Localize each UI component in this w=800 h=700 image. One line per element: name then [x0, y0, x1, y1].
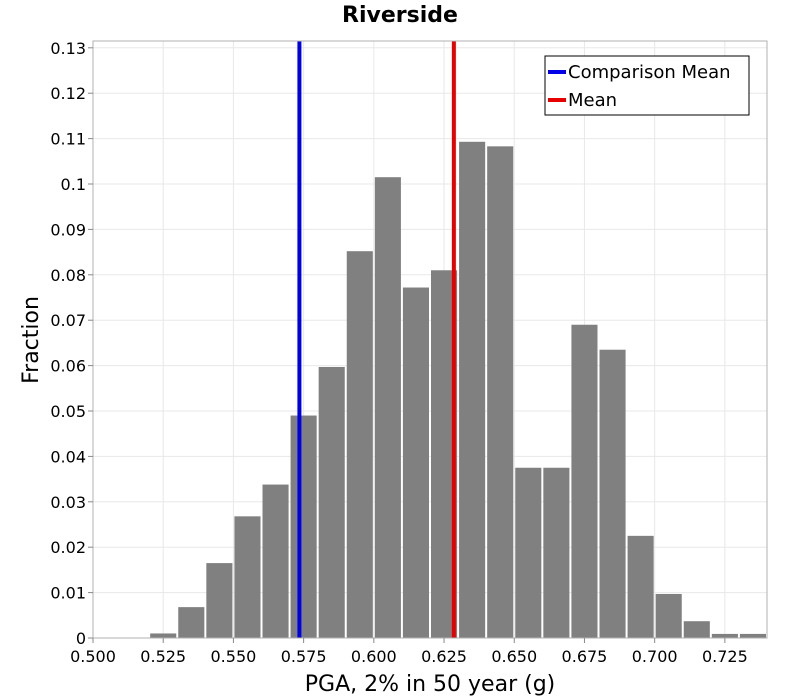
y-tick-label: 0.06 — [50, 357, 86, 376]
histogram-bar — [683, 621, 710, 638]
chart-title: Riverside — [342, 3, 458, 28]
histogram-bar — [234, 516, 261, 638]
histogram-bar — [711, 633, 738, 638]
legend-label: Comparison Mean — [568, 62, 731, 83]
y-tick-label: 0.04 — [50, 447, 86, 466]
y-tick-label: 0.07 — [50, 311, 86, 330]
histogram-bar — [178, 607, 205, 638]
x-tick-label: 0.700 — [632, 647, 678, 666]
x-tick-label: 0.600 — [351, 647, 397, 666]
histogram-bar — [487, 146, 514, 638]
plot-frame — [92, 40, 768, 639]
histogram-bar — [150, 633, 177, 638]
legend-label: Mean — [568, 90, 617, 111]
histogram-bar — [627, 535, 654, 638]
y-tick-label: 0.01 — [50, 584, 86, 603]
x-axis-title: PGA, 2% in 50 year (g) — [305, 672, 556, 697]
histogram-bar — [206, 563, 233, 638]
y-tick-label: 0 — [76, 629, 86, 648]
y-tick-label: 0.03 — [50, 493, 86, 512]
histogram-bar — [655, 593, 682, 638]
x-tick-label: 0.625 — [421, 647, 467, 666]
histogram-bar — [290, 415, 317, 638]
legend: Comparison Mean Mean — [544, 55, 750, 116]
y-tick-label: 0.12 — [50, 84, 86, 103]
y-axis-title: Fraction — [19, 296, 44, 384]
histogram-bar — [318, 366, 345, 638]
histogram-bar — [515, 467, 542, 638]
histogram-bar — [571, 324, 598, 638]
x-tick-label: 0.550 — [211, 647, 257, 666]
y-tick-label: 0.02 — [50, 538, 86, 557]
x-tick-label: 0.725 — [702, 647, 748, 666]
histogram-bar — [374, 177, 401, 638]
histogram-bar — [599, 349, 626, 638]
histogram-bar — [543, 467, 570, 638]
y-tick-label: 0.08 — [50, 266, 86, 285]
histogram-bar — [459, 141, 486, 638]
x-tick-label: 0.650 — [491, 647, 537, 666]
y-tick-label: 0.1 — [61, 175, 86, 194]
x-tick-label: 0.675 — [562, 647, 608, 666]
y-tick-label: 0.05 — [50, 402, 86, 421]
x-tick-label: 0.500 — [70, 647, 116, 666]
histogram-bar — [402, 287, 429, 638]
x-tick-label: 0.575 — [281, 647, 327, 666]
x-tick-label: 0.525 — [140, 647, 186, 666]
y-tick-label: 0.11 — [50, 130, 86, 149]
plot-area: 0.500 0.525 0.550 0.575 0.600 0.625 0.650 0.675… — [50, 39, 768, 666]
histogram-bar — [739, 633, 766, 638]
histogram-bar — [262, 484, 289, 638]
y-tick-label: 0.13 — [50, 39, 86, 58]
legend-box — [544, 55, 750, 116]
y-tick-label: 0.09 — [50, 220, 86, 239]
histogram-bar — [346, 251, 373, 638]
